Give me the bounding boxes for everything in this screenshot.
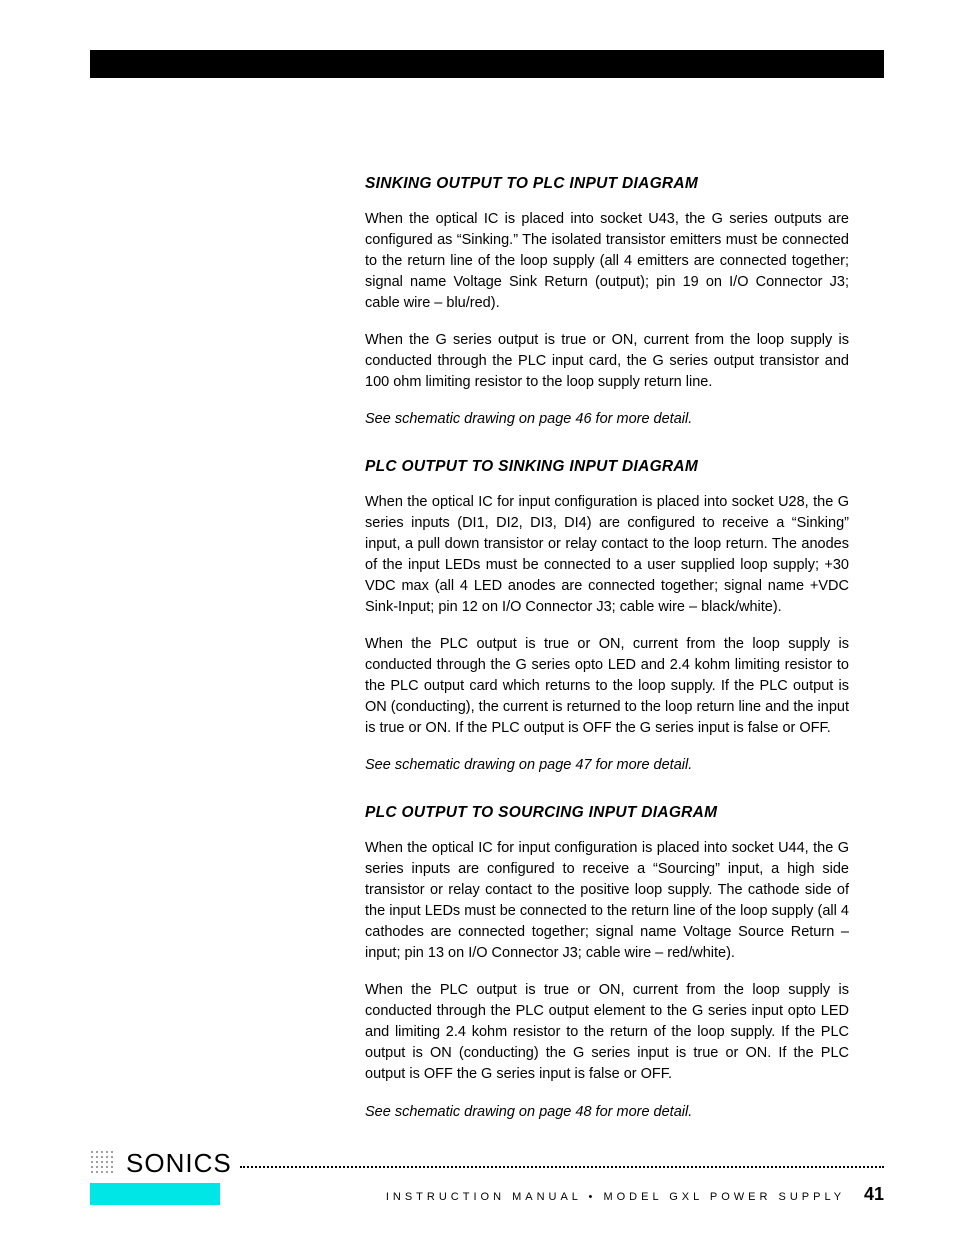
- body-paragraph: When the optical IC for input configurat…: [365, 492, 849, 618]
- logo-dots-icon: [90, 1150, 118, 1178]
- header-bar: [90, 50, 884, 78]
- page-number: 41: [864, 1184, 884, 1204]
- section-heading: PLC OUTPUT TO SINKING INPUT DIAGRAM: [365, 458, 849, 476]
- body-paragraph: When the G series output is true or ON, …: [365, 330, 849, 393]
- reference-note: See schematic drawing on page 47 for mor…: [365, 755, 849, 776]
- footer-accent-block: [90, 1183, 220, 1205]
- page-content: SINKING OUTPUT TO PLC INPUT DIAGRAM When…: [365, 175, 849, 1139]
- section-heading: SINKING OUTPUT TO PLC INPUT DIAGRAM: [365, 175, 849, 193]
- footer-doc-title: INSTRUCTION MANUAL • MODEL GXL POWER SUP…: [220, 1184, 884, 1205]
- reference-note: See schematic drawing on page 48 for mor…: [365, 1102, 849, 1123]
- body-paragraph: When the optical IC for input configurat…: [365, 838, 849, 964]
- body-paragraph: When the PLC output is true or ON, curre…: [365, 980, 849, 1085]
- footer-doc-title-text: INSTRUCTION MANUAL • MODEL GXL POWER SUP…: [386, 1191, 845, 1203]
- footer-meta-row: INSTRUCTION MANUAL • MODEL GXL POWER SUP…: [90, 1183, 884, 1205]
- brand-logo-text: SONICS: [126, 1148, 232, 1179]
- footer-logo-row: SONICS: [90, 1148, 884, 1179]
- section-heading: PLC OUTPUT TO SOURCING INPUT DIAGRAM: [365, 804, 849, 822]
- reference-note: See schematic drawing on page 46 for mor…: [365, 409, 849, 430]
- body-paragraph: When the optical IC is placed into socke…: [365, 209, 849, 314]
- footer-dotted-rule: [240, 1166, 884, 1168]
- page-footer: SONICS INSTRUCTION MANUAL • MODEL GXL PO…: [90, 1148, 884, 1205]
- body-paragraph: When the PLC output is true or ON, curre…: [365, 634, 849, 739]
